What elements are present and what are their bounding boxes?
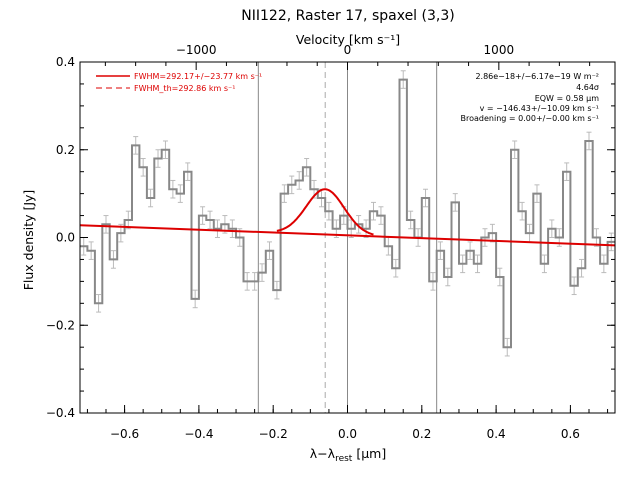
x-tick-label: 0.2 [412,427,431,441]
x-tick-label: −0.4 [184,427,213,441]
x-tick-label: −0.6 [110,427,139,441]
top-tick-label: 1000 [484,43,515,57]
axes: −0.6 −0.4 −0.2 0.0 0.2 0.4 0.6 −0.4 −0.2 0.0 0.2 0.… [46,43,615,441]
annotation-velocity: v = −146.43+/−10.09 km s⁻¹ [480,104,599,113]
annotation-broadening: Broadening = 0.00+/−0.00 km s⁻¹ [461,114,599,123]
x-tick-label: 0.6 [561,427,580,441]
fit-annotations: 2.86e−18+/−6.17e−19 W m⁻² 4.64σ EQW = 0.… [461,72,600,123]
y-axis-label: Flux density [Jy] [21,190,36,291]
x-axis-label-main: λ−λ [310,446,336,461]
annotation-sigma: 4.64σ [576,83,599,92]
gaussian-fit-line [276,188,374,236]
reference-lines [257,62,438,413]
continuum-line [79,224,616,247]
x-tick-label: 0.0 [338,427,357,441]
top-tick-label: 0 [344,43,352,57]
top-axis-label: Velocity [km s⁻¹] [296,32,400,47]
y-tick-label: −0.2 [46,318,75,332]
legend: FWHM=292.17+/−23.77 km s⁻¹ FWHM_th=292.8… [96,72,262,93]
chart-title: NII122, Raster 17, spaxel (3,3) [241,8,454,24]
annotation-line-flux: 2.86e−18+/−6.17e−19 W m⁻² [475,72,599,81]
x-axis-label-unit: [μm] [352,446,386,461]
top-tick-label: −1000 [176,43,217,57]
y-tick-label: 0.0 [56,231,75,245]
x-tick-label: 0.4 [487,427,506,441]
annotation-eqw: EQW = 0.58 μm [535,94,599,103]
y-tick-label: −0.4 [46,406,75,420]
x-tick-label: −0.2 [259,427,288,441]
legend-label-fwhm: FWHM=292.17+/−23.77 km s⁻¹ [134,72,262,81]
y-tick-label: 0.4 [56,55,75,69]
x-axis-label-sub: rest [335,454,353,464]
y-tick-label: 0.2 [56,143,75,157]
legend-label-fwhm-th: FWHM_th=292.86 km s⁻¹ [134,84,235,93]
spectrum-line [80,78,615,349]
x-axis-label: λ−λrest [μm] [310,446,386,464]
plot-area [79,70,616,357]
